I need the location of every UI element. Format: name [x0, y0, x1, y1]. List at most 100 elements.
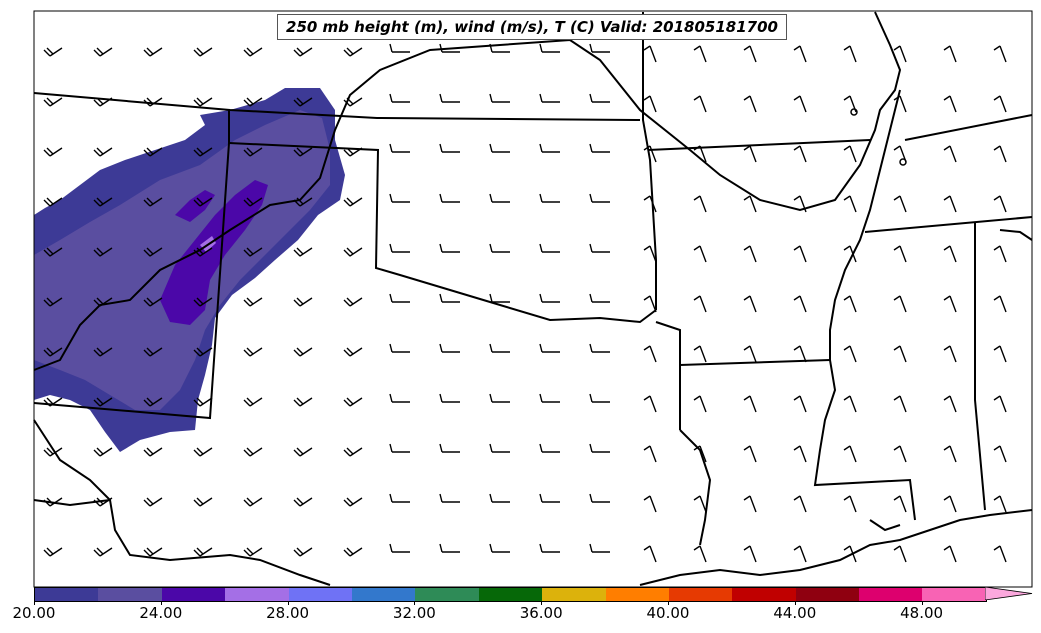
wind-barb: [489, 43, 510, 53]
wind-barb: [93, 147, 113, 157]
wind-barb: [693, 245, 707, 263]
wind-barb: [693, 345, 707, 363]
wind-barb: [793, 545, 807, 563]
wind-barb: [43, 247, 63, 257]
colorbar-tick-label: 36.00: [519, 604, 563, 622]
wind-barb: [293, 97, 313, 107]
wind-barb: [243, 447, 263, 457]
colorbar-tick-label: 40.00: [646, 604, 690, 622]
wind-barb: [893, 295, 907, 313]
wind-barb: [143, 447, 163, 457]
wind-barb: [93, 447, 113, 457]
wind-barb: [793, 95, 807, 113]
wind-barb: [893, 45, 907, 63]
wind-barb: [743, 295, 757, 313]
wind-barb: [793, 495, 807, 513]
colorbar-segment: [225, 588, 289, 601]
wind-barb: [743, 195, 757, 213]
wind-barb: [93, 297, 113, 307]
wind-barb: [143, 147, 163, 157]
wind-barb: [643, 445, 657, 463]
mississippi-river: [813, 89, 916, 521]
wind-barb: [743, 95, 757, 113]
state-line-co-ks: [33, 92, 641, 121]
colorbar-tick-label: 28.00: [266, 604, 310, 622]
wind-barb: [439, 93, 460, 103]
wind-barb: [943, 545, 957, 563]
gulf-coast: [639, 509, 1033, 586]
wind-barb: [193, 497, 213, 507]
wind-barb: [943, 245, 957, 263]
colorbar-tick: [34, 601, 35, 605]
wind-barb: [439, 493, 460, 503]
wind-barb: [193, 147, 213, 157]
wind-barb: [893, 495, 907, 513]
wind-barb: [643, 245, 657, 263]
wind-barb: [293, 247, 313, 257]
wind-barb: [293, 197, 313, 207]
temperature-region-inner-2: [175, 190, 215, 222]
wind-barb: [693, 445, 707, 463]
colorbar-segment: [98, 588, 162, 601]
colorbar-tick: [668, 601, 669, 605]
wind-barb: [243, 547, 263, 557]
colorbar-tick-label: 24.00: [139, 604, 183, 622]
state-line-tx-la: [679, 429, 712, 546]
wind-barb: [489, 393, 510, 403]
wind-barb: [693, 145, 707, 163]
wind-barb: [893, 445, 907, 463]
wind-barb: [693, 545, 707, 563]
wind-barb: [589, 343, 610, 353]
wind-barb: [793, 245, 807, 263]
temperature-colorbar: [34, 587, 987, 602]
wind-barb: [943, 495, 957, 513]
colorbar-segment: [668, 588, 733, 601]
wind-barb: [589, 43, 610, 53]
wind-barb: [743, 445, 757, 463]
wind-barb: [643, 45, 657, 63]
ms-coast: [869, 519, 901, 532]
colorbar-tick: [794, 601, 796, 605]
wind-barb: [389, 193, 410, 203]
wind-barb: [489, 293, 510, 303]
wind-barb: [843, 145, 857, 163]
wind-barb: [843, 245, 857, 263]
colorbar-segment: [35, 588, 99, 601]
wind-barb: [643, 295, 657, 313]
wind-barb: [539, 293, 560, 303]
wind-barb: [143, 397, 163, 407]
wind-barb: [843, 95, 857, 113]
wind-barb: [489, 193, 510, 203]
wind-barb: [439, 143, 460, 153]
wind-barb: [43, 297, 63, 307]
state-line-ky: [904, 114, 1033, 141]
wind-barb: [43, 397, 63, 407]
state-line-tn: [864, 216, 1033, 233]
wind-barb: [589, 193, 610, 203]
wind-barb: [343, 547, 363, 557]
wind-barb: [643, 95, 657, 113]
wind-barb: [143, 547, 163, 557]
wind-barb: [193, 47, 213, 57]
colorbar-segment: [415, 588, 479, 601]
wind-barb: [643, 495, 657, 513]
wind-barb: [843, 295, 857, 313]
wind-barb: [589, 143, 610, 153]
wind-barb: [93, 397, 113, 407]
wind-barb: [389, 243, 410, 253]
wind-barb: [293, 447, 313, 457]
state-line-ks-ok: [228, 142, 657, 324]
wind-barb: [293, 297, 313, 307]
wind-barb: [993, 445, 1007, 463]
wind-barb: [843, 545, 857, 563]
wind-barb: [943, 395, 957, 413]
wind-barb: [143, 197, 163, 207]
wind-barb: [193, 97, 213, 107]
state-line-ms-al: [974, 222, 986, 511]
wind-barb: [993, 545, 1007, 563]
wind-barb: [489, 443, 510, 453]
wind-barb: [589, 493, 610, 503]
wind-barb: [539, 243, 560, 253]
wind-barb: [743, 145, 757, 163]
wind-barb: [243, 247, 263, 257]
